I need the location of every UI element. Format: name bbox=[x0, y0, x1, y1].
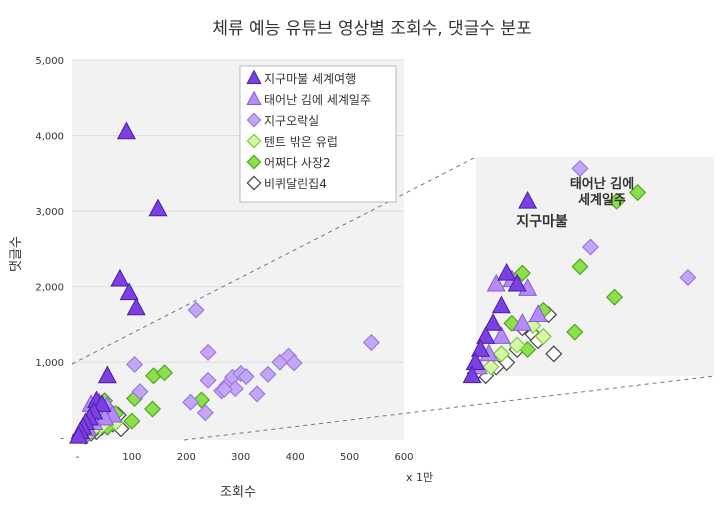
data-point bbox=[196, 404, 214, 422]
zoom-connector-bottom bbox=[183, 375, 715, 441]
data-point bbox=[226, 380, 244, 398]
inset-data-point bbox=[606, 288, 624, 306]
chart-title: 체류 예능 유튜브 영상별 조회수, 댓글수 분포 bbox=[212, 19, 531, 39]
y-tick-label: 2,000 bbox=[35, 283, 64, 294]
data-point bbox=[144, 400, 162, 418]
data-point bbox=[199, 371, 217, 389]
data-point bbox=[123, 412, 141, 430]
inset-data-point bbox=[462, 365, 482, 384]
inset-data-point bbox=[486, 273, 506, 292]
data-point bbox=[148, 198, 168, 217]
y-tick-label: 1,000 bbox=[35, 358, 64, 369]
x-tick-label: 400 bbox=[286, 452, 305, 463]
annotation-born-line1: 태어난 김에 bbox=[570, 176, 634, 192]
data-point bbox=[116, 121, 136, 140]
inset-data-point bbox=[608, 192, 626, 210]
legend-marker bbox=[246, 154, 262, 170]
legend-label: 지구오락실 bbox=[264, 114, 319, 128]
legend-label: 비퀴달린집4 bbox=[264, 177, 327, 191]
y-tick-labels: - 1,000 2,000 3,000 4,000 5,000 bbox=[35, 56, 64, 445]
legend-box bbox=[239, 65, 397, 203]
inset-data-point bbox=[534, 327, 552, 345]
inset-data-point bbox=[566, 323, 584, 341]
x-tick-label: 500 bbox=[340, 452, 359, 463]
y-tick-label: - bbox=[60, 434, 64, 445]
data-point bbox=[126, 355, 144, 374]
data-point bbox=[69, 425, 89, 444]
legend-marker bbox=[246, 112, 262, 128]
y-axis-label: 댓글수 bbox=[9, 236, 24, 272]
inset-data-point bbox=[482, 358, 500, 376]
y-tick-label: 3,000 bbox=[35, 207, 64, 218]
inset-data-point bbox=[528, 304, 548, 323]
data-point bbox=[110, 268, 130, 287]
inset-data-point bbox=[512, 313, 532, 331]
data-point bbox=[285, 354, 303, 372]
inset-data-point bbox=[497, 262, 517, 281]
x-tick-label: 200 bbox=[177, 452, 196, 463]
inset-data-point bbox=[571, 258, 589, 276]
annotation-born-line2: 세계일주 bbox=[578, 193, 626, 208]
data-point bbox=[126, 297, 146, 316]
inset-data-point bbox=[571, 159, 589, 178]
inset-data-point bbox=[518, 190, 538, 209]
data-point bbox=[199, 343, 217, 361]
x-tick-label: 100 bbox=[122, 452, 141, 463]
y-tick-label: 4,000 bbox=[35, 132, 64, 143]
inset-data-point bbox=[483, 313, 503, 331]
legend-label: 텐트 밖은 유럽 bbox=[264, 135, 338, 149]
legend-marker bbox=[246, 175, 262, 191]
data-point bbox=[182, 393, 200, 411]
x-axis-label: 조회수 bbox=[220, 485, 256, 500]
data-point bbox=[187, 301, 205, 319]
inset-data-point bbox=[545, 345, 563, 363]
inset-data-point bbox=[491, 326, 511, 344]
x-tick-label: 300 bbox=[231, 452, 250, 463]
y-tick-label: 5,000 bbox=[35, 56, 64, 67]
zoom-connector-top bbox=[71, 156, 477, 365]
inset-data-point bbox=[581, 238, 600, 256]
legend-label: 지구마불 세계여행 bbox=[264, 71, 356, 86]
data-point bbox=[131, 383, 149, 401]
inset-data-point bbox=[465, 352, 485, 370]
inset-points bbox=[462, 159, 697, 385]
data-point bbox=[237, 367, 255, 386]
data-point bbox=[248, 385, 266, 403]
data-point bbox=[155, 364, 174, 382]
x-unit-label: x 1만 bbox=[406, 471, 433, 484]
data-point bbox=[119, 282, 139, 301]
x-tick-labels: - 100 200 300 400 500 600 bbox=[76, 452, 414, 463]
legend-marker bbox=[246, 69, 262, 84]
data-point bbox=[259, 365, 277, 383]
legend-label: 어쩌다 사장2 bbox=[264, 156, 331, 170]
x-tick-label: - bbox=[76, 452, 80, 463]
legend-marker bbox=[246, 90, 262, 105]
annotation-jigumabul: 지구마불 bbox=[516, 214, 568, 230]
inset-data-point bbox=[476, 326, 496, 344]
inset-data-point bbox=[492, 345, 510, 363]
inset-data-point bbox=[508, 336, 526, 354]
data-point bbox=[192, 391, 211, 409]
main-points bbox=[69, 121, 380, 445]
data-point bbox=[362, 333, 380, 352]
legend-label: 태어난 김에 세계일주 bbox=[264, 93, 371, 107]
x-tick-label: 600 bbox=[394, 452, 413, 463]
data-point bbox=[97, 365, 117, 384]
legend-marker bbox=[246, 133, 262, 149]
inset-data-point bbox=[679, 268, 697, 287]
inset-data-point bbox=[470, 339, 490, 357]
inset-data-point bbox=[491, 295, 511, 314]
inset-data-point bbox=[629, 183, 647, 202]
inset-data-point bbox=[513, 264, 531, 282]
data-point bbox=[92, 394, 112, 412]
inset-data-point bbox=[507, 273, 527, 292]
data-point bbox=[215, 380, 233, 398]
